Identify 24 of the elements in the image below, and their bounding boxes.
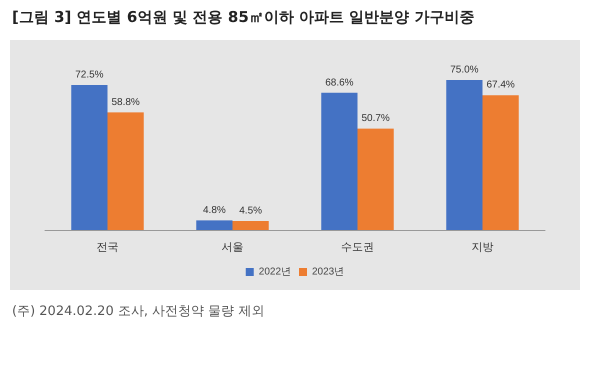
data-label: 50.7% — [361, 113, 390, 124]
x-tick-label: 서울 — [222, 242, 244, 254]
bar — [71, 85, 108, 230]
bar — [196, 220, 232, 230]
chart-title: [그림 3] 연도별 6억원 및 전용 85㎡이하 아파트 일반분양 가구비중 — [12, 8, 474, 27]
data-label: 68.6% — [325, 77, 354, 88]
data-label: 67.4% — [486, 80, 515, 91]
data-label: 58.8% — [111, 96, 140, 108]
text: (주) 2024.02.20 조사, 사전청약 물량 제외 — [12, 303, 264, 320]
x-tick-label: 지방 — [472, 242, 494, 254]
x-tick-label: 수도권 — [341, 242, 374, 254]
legend-label: 2022년 — [258, 266, 292, 278]
bar — [108, 112, 144, 230]
data-label: 4.5% — [239, 206, 262, 216]
x-tick-label: 전국 — [96, 242, 118, 254]
bar — [358, 128, 394, 230]
bar — [321, 92, 358, 230]
data-label: 4.8% — [202, 204, 226, 216]
bar — [446, 80, 482, 230]
bar — [232, 221, 269, 230]
data-label: 75.0% — [450, 64, 479, 76]
bar — [482, 95, 519, 230]
legend-label: 2023년 — [312, 266, 344, 278]
data-label: 72.5% — [75, 70, 104, 80]
